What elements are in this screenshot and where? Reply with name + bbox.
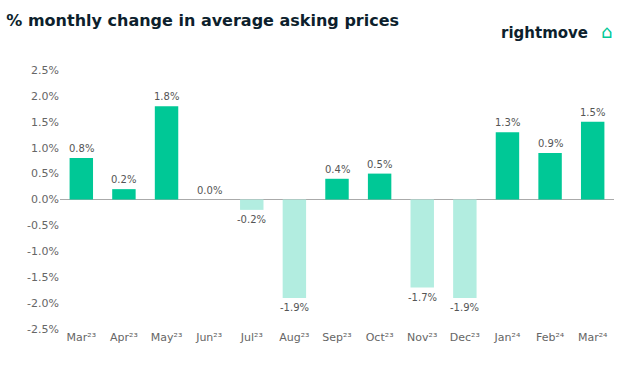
svg-text:2.5%: 2.5%: [31, 64, 59, 77]
svg-text:-1.9%: -1.9%: [280, 302, 309, 313]
svg-text:2.0%: 2.0%: [31, 90, 59, 103]
svg-text:0.0%: 0.0%: [197, 185, 222, 196]
svg-text:Sep²³: Sep²³: [322, 331, 352, 344]
svg-text:rightmove: rightmove: [501, 24, 588, 42]
svg-text:⌂: ⌂: [601, 21, 612, 42]
svg-text:1.5%: 1.5%: [31, 116, 59, 129]
svg-text:Mar²³: Mar²³: [67, 331, 97, 344]
svg-text:Nov²³: Nov²³: [407, 331, 437, 344]
svg-text:Jul²³: Jul²³: [240, 331, 263, 344]
svg-text:0.2%: 0.2%: [111, 174, 136, 185]
svg-text:Aug²³: Aug²³: [279, 331, 309, 344]
svg-text:-1.5%: -1.5%: [27, 271, 59, 284]
svg-text:-0.2%: -0.2%: [237, 214, 266, 225]
svg-text:0.4%: 0.4%: [325, 164, 350, 175]
svg-text:0.9%: 0.9%: [538, 138, 563, 149]
svg-text:Dec²³: Dec²³: [450, 331, 480, 344]
svg-text:Mar²⁴: Mar²⁴: [578, 331, 608, 344]
svg-text:May²³: May²³: [151, 331, 183, 344]
svg-text:Jun²³: Jun²³: [195, 331, 222, 344]
svg-text:-0.5%: -0.5%: [27, 219, 59, 232]
svg-text:1.5%: 1.5%: [580, 107, 605, 118]
svg-text:0.8%: 0.8%: [69, 143, 94, 154]
svg-text:1.8%: 1.8%: [154, 91, 179, 102]
svg-text:1.3%: 1.3%: [495, 117, 520, 128]
svg-text:0.0%: 0.0%: [31, 193, 59, 206]
svg-text:% monthly change in average as: % monthly change in average asking price…: [6, 11, 399, 30]
svg-text:Jan²⁴: Jan²⁴: [494, 331, 521, 344]
svg-text:Oct²³: Oct²³: [366, 331, 394, 344]
svg-text:1.0%: 1.0%: [31, 142, 59, 155]
svg-text:Feb²⁴: Feb²⁴: [536, 331, 565, 344]
svg-text:Apr²³: Apr²³: [110, 331, 138, 344]
svg-text:-1.7%: -1.7%: [408, 292, 437, 303]
svg-text:-2.0%: -2.0%: [27, 297, 59, 310]
svg-text:-1.0%: -1.0%: [27, 245, 59, 258]
svg-text:0.5%: 0.5%: [367, 159, 392, 170]
svg-text:-2.5%: -2.5%: [27, 323, 59, 336]
svg-text:-1.9%: -1.9%: [450, 302, 479, 313]
svg-text:0.5%: 0.5%: [31, 167, 59, 180]
